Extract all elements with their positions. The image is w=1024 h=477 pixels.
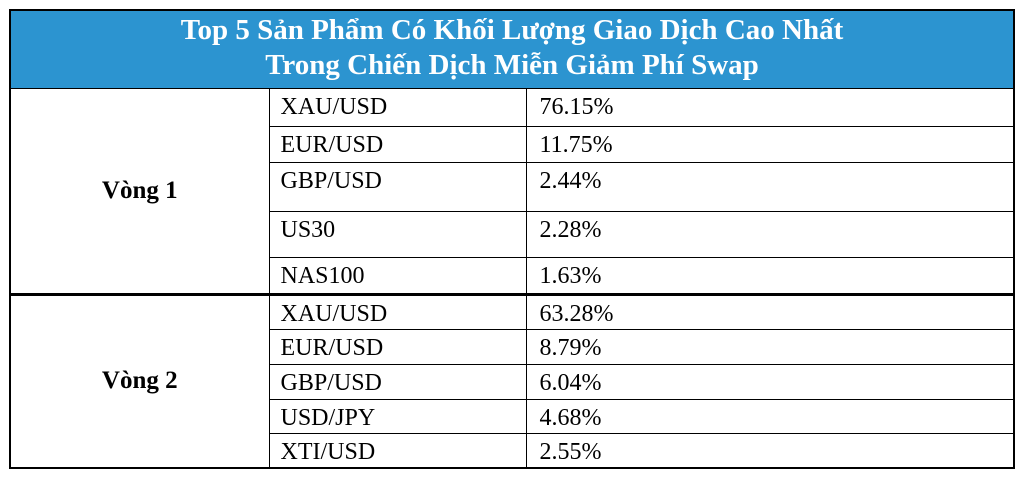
table-row: Vòng 2 XAU/USD 63.28% [9,292,1015,469]
table-title-line1: Top 5 Sản Phẩm Có Khối Lượng Giao Dịch C… [180,14,844,47]
share-cell: 4.68% [525,398,1015,434]
product-cell: USD/JPY [268,398,527,434]
share-cell: 76.15% [525,87,1015,127]
table-title-line2: Trong Chiến Dịch Miễn Giảm Phí Swap [265,49,759,82]
table-row: EUR/USD 8.79% [10,328,1015,365]
product-cell: EUR/USD [268,125,527,163]
group-label-vong-1: Vòng 1 [9,87,270,295]
share-cell: 63.28% [525,292,1015,330]
product-cell: EUR/USD [268,328,527,365]
table-row: US30 2.28% [10,210,1015,258]
table-title-cell: Top 5 Sản Phẩm Có Khối Lượng Giao Dịch C… [9,9,1015,89]
table-row: XTI/USD 2.55% [10,432,1015,469]
share-cell: 2.55% [525,432,1015,469]
product-cell: XAU/USD [268,87,527,127]
share-cell: 2.44% [525,161,1015,212]
product-cell: GBP/USD [268,363,527,400]
product-cell: GBP/USD [268,161,527,212]
product-cell: NAS100 [268,256,527,295]
share-cell: 8.79% [525,328,1015,365]
table-row: EUR/USD 11.75% [10,125,1015,163]
share-cell: 6.04% [525,363,1015,400]
share-cell: 2.28% [525,210,1015,258]
product-cell: XTI/USD [268,432,527,469]
product-cell: XAU/USD [268,292,527,330]
table-header-row: Top 5 Sản Phẩm Có Khối Lượng Giao Dịch C… [9,9,1015,89]
share-cell: 11.75% [525,125,1015,163]
table-row: USD/JPY 4.68% [10,398,1015,434]
top5-swap-volume-table: Top 5 Sản Phẩm Có Khối Lượng Giao Dịch C… [9,9,1016,469]
group-label-vong-2: Vòng 2 [9,292,270,469]
table-row: GBP/USD 6.04% [10,363,1015,400]
table-row: Vòng 1 XAU/USD 76.15% [9,87,1015,295]
share-cell: 1.63% [525,256,1015,295]
product-cell: US30 [268,210,527,258]
